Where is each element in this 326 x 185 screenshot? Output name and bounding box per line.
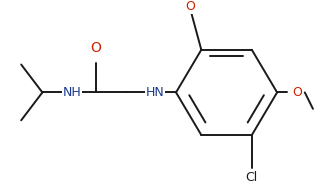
Text: O: O — [185, 0, 195, 13]
Text: HN: HN — [145, 86, 164, 99]
Text: Cl: Cl — [246, 171, 258, 184]
Text: NH: NH — [62, 86, 81, 99]
Text: O: O — [91, 41, 102, 55]
Text: O: O — [292, 86, 302, 99]
